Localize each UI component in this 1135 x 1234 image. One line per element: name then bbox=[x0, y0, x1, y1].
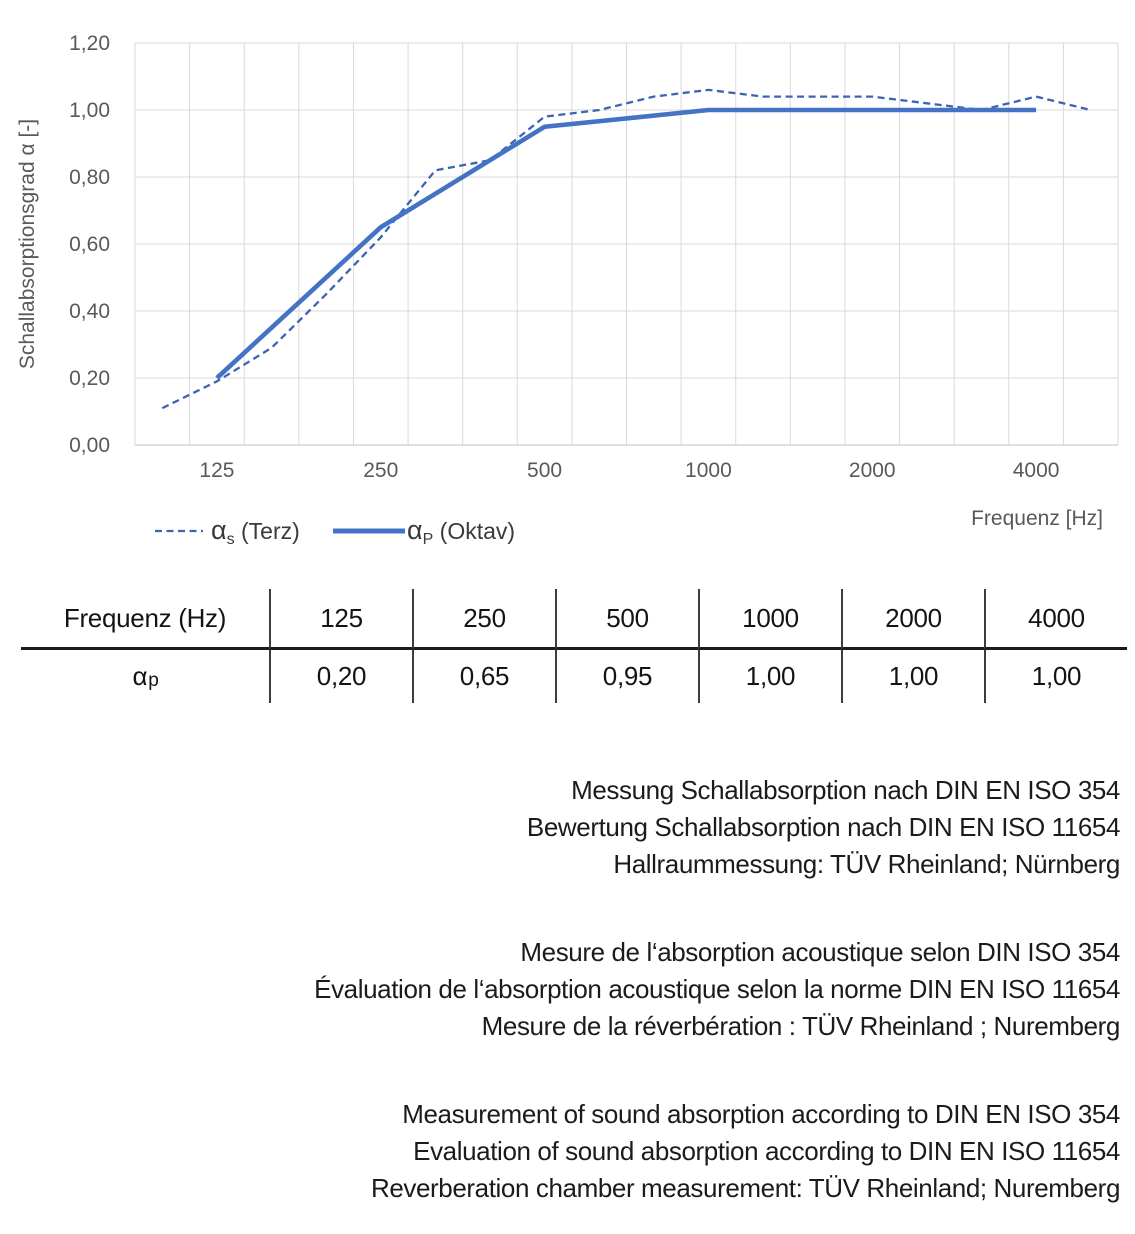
y-tick-label: 0,20 bbox=[69, 367, 110, 390]
note-line: Évaluation de l‘absorption acoustique se… bbox=[314, 974, 1120, 1004]
table-header-cell: 250 bbox=[412, 589, 555, 650]
x-tick-label: 250 bbox=[363, 459, 398, 482]
table-value-cell: 1,00 bbox=[984, 650, 1127, 703]
note-line: Measurement of sound absorption accordin… bbox=[402, 1099, 1120, 1129]
alpha-symbol: α bbox=[132, 661, 148, 691]
table-header-cell: 4000 bbox=[984, 589, 1127, 650]
alpha-p-table: Frequenz (Hz) 125 250 500 1000 2000 4000… bbox=[21, 589, 1127, 703]
table-value-cell: 1,00 bbox=[841, 650, 984, 703]
note-block-french: Mesure de l‘absorption acoustique selon … bbox=[0, 934, 1120, 1045]
series-oktav-solid-line bbox=[215, 107, 1037, 380]
table-value-cell: 0,20 bbox=[269, 650, 412, 703]
table-header-cell: 1000 bbox=[698, 589, 841, 650]
note-line: Bewertung Schallabsorption nach DIN EN I… bbox=[526, 812, 1121, 842]
x-tick-label: 500 bbox=[527, 459, 562, 482]
note-block-german: Messung Schallabsorption nach DIN EN ISO… bbox=[0, 772, 1121, 883]
x-tick-label: 1000 bbox=[685, 459, 732, 482]
x-tick-label: 4000 bbox=[1013, 459, 1060, 482]
legend-oktav-label: αP (Oktav) bbox=[407, 515, 515, 548]
x-tick-label: 125 bbox=[199, 459, 234, 482]
table-value-cell: 1,00 bbox=[698, 650, 841, 703]
absorption-chart-svg: 0,00 0,20 0,40 0,60 0,80 1,00 1,20 125 250 500 100… bbox=[16, 32, 1119, 548]
note-line: Reverberation chamber measurement: TÜV R… bbox=[370, 1173, 1120, 1203]
note-line: Mesure de la réverbération : TÜV Rheinla… bbox=[481, 1011, 1121, 1041]
note-line: Hallraummessung: TÜV Rheinland; Nürnberg bbox=[613, 849, 1120, 879]
y-tick-label: 0,60 bbox=[69, 233, 110, 256]
note-block-english: Measurement of sound absorption accordin… bbox=[0, 1096, 1120, 1207]
legend-terz-label: αs (Terz) bbox=[211, 515, 300, 548]
absorption-chart: 0,00 0,20 0,40 0,60 0,80 1,00 1,20 125 250 500 100… bbox=[0, 0, 1135, 560]
table-header-cell: Frequenz (Hz) bbox=[21, 589, 269, 650]
table-value-cell: 0,95 bbox=[555, 650, 698, 703]
series-terz-dashed-line bbox=[161, 88, 1091, 410]
table-header-cell: 2000 bbox=[841, 589, 984, 650]
y-tick-label: 0,40 bbox=[69, 300, 110, 323]
y-tick-label: 0,00 bbox=[69, 434, 110, 457]
y-tick-label: 0,80 bbox=[69, 166, 110, 189]
note-line: Evaluation of sound absorption according… bbox=[413, 1136, 1120, 1166]
table-header-cell: 125 bbox=[269, 589, 412, 650]
x-tick-label: 2000 bbox=[849, 459, 896, 482]
table-header-cell: 500 bbox=[555, 589, 698, 650]
measurement-notes: Messung Schallabsorption nach DIN EN ISO… bbox=[0, 772, 1120, 1234]
y-tick-label: 1,20 bbox=[69, 32, 110, 55]
note-line: Messung Schallabsorption nach DIN EN ISO… bbox=[571, 775, 1120, 805]
y-tick-label: 1,00 bbox=[69, 99, 110, 122]
note-line: Mesure de l‘absorption acoustique selon … bbox=[520, 937, 1120, 967]
x-axis-title: Frequenz [Hz] bbox=[971, 507, 1103, 530]
y-axis-title: Schallabsorptionsgrad α [-] bbox=[16, 119, 39, 369]
table-value-cell: 0,65 bbox=[412, 650, 555, 703]
